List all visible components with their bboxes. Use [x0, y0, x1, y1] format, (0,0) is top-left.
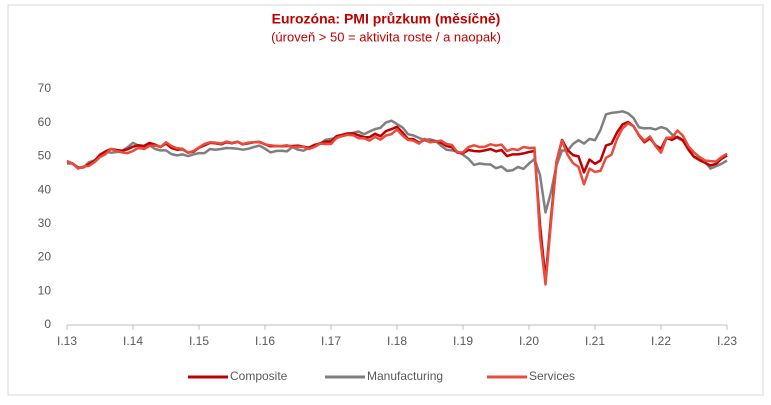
legend-label: Services	[529, 369, 575, 383]
y-tick-label: 20	[38, 250, 52, 264]
y-tick-label: 40	[38, 182, 52, 196]
x-tick-label: I.21	[585, 334, 605, 348]
y-tick-label: 60	[38, 115, 52, 129]
x-tick-label: I.20	[519, 334, 539, 348]
y-tick-label: 0	[44, 317, 51, 331]
x-tick-label: I.22	[651, 334, 671, 348]
legend-label: Composite	[230, 369, 288, 383]
x-tick-label: I.23	[717, 334, 737, 348]
series-line	[66, 122, 728, 286]
y-tick-label: 10	[38, 283, 52, 297]
y-tick-label: 70	[38, 81, 52, 95]
y-tick-label: 50	[38, 149, 52, 163]
x-tick-label: I.17	[321, 334, 341, 348]
chart-title: Eurozóna: PMI průzkum (měsíčně)	[272, 11, 501, 27]
legend-label: Manufacturing	[367, 369, 443, 383]
y-tick-label: 30	[38, 216, 52, 230]
x-tick-label: I.16	[255, 334, 275, 348]
x-tick-label: I.13	[57, 334, 77, 348]
series-line	[67, 110, 728, 214]
x-tick-label: I.18	[387, 334, 407, 348]
x-tick-label: I.15	[189, 334, 209, 348]
chart-border	[7, 4, 764, 396]
x-tick-label: I.19	[453, 334, 473, 348]
x-tick-label: I.14	[123, 334, 143, 348]
series-line	[66, 120, 728, 281]
chart-subtitle: (úroveň > 50 = aktivita roste / a naopak…	[271, 29, 501, 44]
